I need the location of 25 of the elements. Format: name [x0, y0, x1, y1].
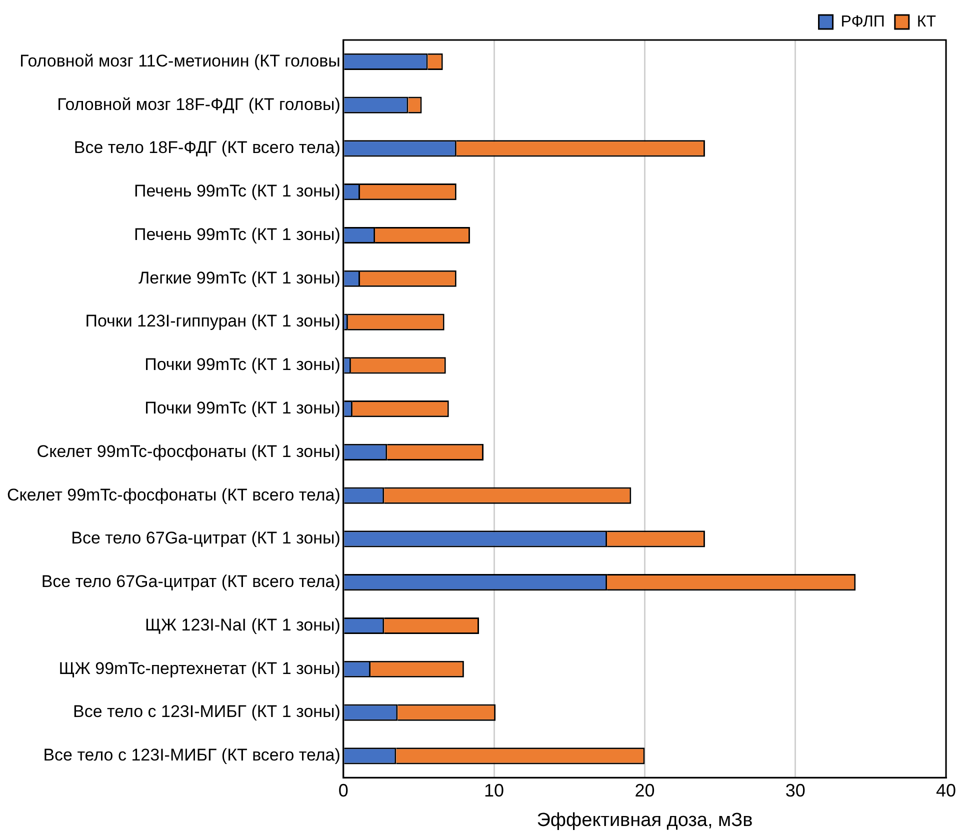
y-tick-label: ЩЖ 123I-NaI (КТ 1 зоны): [144, 615, 340, 634]
y-tick-label: Головной мозг 11C-метионин (КТ головы: [20, 51, 340, 70]
y-tick-label: Все тело 67Ga-цитрат (КТ 1 зоны): [71, 528, 340, 548]
y-tick-label: ЩЖ 99mTc-пертехнетат (КТ 1 зоны): [58, 658, 340, 678]
x-tick-label: 10: [484, 780, 504, 800]
y-tick-label: Почки 99mTc (КТ 1 зоны): [144, 398, 340, 418]
legend-label: КТ: [916, 13, 936, 30]
y-tick-label: Головной мозг 18F-ФДГ (КТ головы): [57, 94, 340, 114]
x-tick-label: 20: [634, 780, 655, 800]
y-tick-label: Печень 99mTc (КТ 1 зоны): [134, 182, 340, 201]
x-tick-label: 0: [338, 780, 348, 800]
y-tick-label: Все тело с 123I-МИБГ (КТ всего тела): [43, 746, 340, 765]
legend-label: РФЛП: [840, 13, 885, 30]
y-tick-label: Почки 123I-гиппуран (КТ 1 зоны): [85, 312, 340, 331]
x-axis-title: Эффективная доза, мЗв: [536, 810, 753, 831]
y-tick-label: Почки 99mTc (КТ 1 зоны): [144, 355, 340, 374]
y-tick-label: Скелет 99mTc-фосфонаты (КТ 1 зоны): [36, 442, 340, 461]
y-tick-label: Печень 99mTc (КТ 1 зоны): [134, 224, 340, 244]
y-tick-label: Все тело 67Ga-цитрат (КТ всего тела): [41, 572, 340, 592]
y-tick-label: Легкие 99mTc (КТ 1 зоны): [138, 268, 340, 288]
x-tick-label: 30: [785, 780, 806, 800]
y-tick-label: Все тело 18F-ФДГ (КТ всего тела): [74, 138, 340, 158]
y-tick-label: Все тело с 123I-МИБГ (КТ 1 зоны): [73, 702, 340, 722]
x-tick-label: 40: [936, 780, 956, 800]
y-tick-label: Скелет 99mTc-фосфонаты (КТ всего тела): [6, 485, 340, 504]
